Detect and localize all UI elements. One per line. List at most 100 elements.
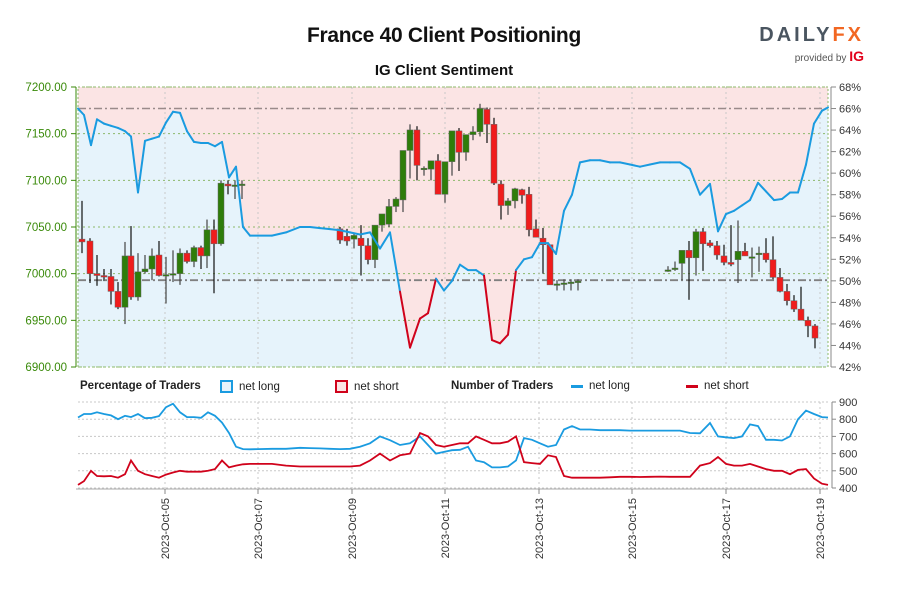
bull-candle (692, 231, 700, 259)
bull-candle (441, 161, 449, 195)
bull-candle (190, 247, 198, 262)
sentiment-line-segment (309, 226, 321, 230)
traders-axis-label: 900 (839, 397, 857, 409)
sentiment-line-segment (409, 317, 421, 349)
legend-num-long: net long (571, 380, 630, 392)
sentiment-line-segment (228, 165, 237, 179)
sentiment-line-segment (709, 182, 719, 233)
logo-brand-fx: FX (832, 24, 864, 46)
sentiment-line-segment (186, 130, 195, 143)
net-long-swatch-icon (220, 380, 233, 393)
logo-ig: IG (849, 48, 864, 64)
sentiment-line-segment (96, 118, 105, 125)
bear-candle (413, 129, 421, 166)
sentiment-line-segment (359, 231, 371, 236)
dailyfx-logo: DAILYFX provided by IG (759, 24, 864, 64)
sentiment-line-segment (271, 231, 287, 237)
sentiment-line-segment (172, 110, 181, 114)
traders-axis-label: 600 (839, 449, 857, 461)
sentiment-line-segment (144, 137, 153, 142)
plot-border (77, 86, 829, 368)
bear-candle (546, 244, 554, 286)
right-axis-label: 60% (839, 168, 861, 180)
bull-candle (134, 271, 142, 298)
bull-candle (406, 129, 414, 151)
right-axis-label: 56% (839, 211, 861, 223)
legend-percentage: Percentage of Traders (80, 380, 201, 392)
bear-candle (804, 320, 812, 327)
sentiment-line-segment (733, 204, 743, 212)
bull-candle (504, 200, 512, 206)
sentiment-line-segment (151, 135, 160, 140)
sentiment-line-segment (339, 229, 351, 234)
sentiment-line-segment (749, 181, 759, 202)
sentiment-line-segment (427, 277, 437, 315)
x-axis-date-label: 2023-Oct-13 (534, 498, 546, 559)
sentiment-line-segment (483, 274, 493, 342)
x-axis-date-label: 2023-Oct-15 (627, 498, 639, 559)
bear-candle (107, 276, 115, 292)
sentiment-line-segment (459, 263, 469, 272)
right-axis-label: 44% (839, 340, 861, 352)
right-axis-label: 58% (839, 190, 861, 202)
sentiment-line-segment (797, 163, 807, 194)
sentiment-line-segment (117, 126, 126, 133)
sentiment-line-segment (725, 209, 735, 216)
sentiment-line-segment (369, 231, 381, 250)
sentiment-line-segment (531, 242, 541, 259)
bull-candle (511, 188, 519, 202)
x-axis-date-label: 2023-Oct-09 (347, 498, 359, 559)
logo-brand-daily: DAILY (759, 24, 833, 46)
bear-candle (497, 183, 505, 206)
logo-provided-text: provided by (794, 53, 850, 64)
bear-candle (434, 160, 442, 195)
bull-candle (678, 250, 686, 264)
sentiment-line-segment (515, 258, 525, 272)
sentiment-line-segment (285, 226, 301, 234)
sentiment-line-segment (639, 163, 651, 168)
sentiment-line-segment (242, 226, 251, 237)
sentiment-line-segment (741, 199, 751, 207)
sentiment-line-segment (110, 124, 119, 129)
bear-candle (776, 277, 784, 292)
bull-candle (121, 255, 129, 308)
sentiment-line-segment (83, 114, 92, 147)
sentiment-line-segment (805, 122, 815, 166)
bear-candle (518, 189, 526, 196)
bull-candle (664, 269, 672, 272)
bear-candle (93, 273, 101, 276)
legend-pct-long-label: net long (239, 380, 280, 393)
chart-title: France 40 Client Positioning (307, 24, 581, 47)
legend-number: Number of Traders (451, 380, 553, 392)
bull-candle (469, 131, 477, 135)
bear-candle (525, 194, 533, 231)
legend-num-short-label: net short (704, 380, 749, 392)
left-axis-label: 7000.00 (25, 269, 67, 281)
x-axis-date-label: 2023-Oct-19 (815, 498, 827, 559)
bull-candle (392, 198, 400, 207)
sentiment-line-segment (523, 256, 533, 261)
right-axis-label: 68% (839, 82, 861, 94)
sentiment-line-segment (349, 231, 361, 236)
sentiment-line-segment (235, 165, 244, 228)
bull-candle (553, 283, 561, 286)
right-axis-label: 62% (839, 147, 861, 159)
traders-axis-label: 500 (839, 466, 857, 478)
bear-candle (155, 254, 163, 276)
bear-candle (100, 275, 108, 278)
sentiment-line-segment (451, 263, 461, 282)
left-axis-label: 7050.00 (25, 222, 67, 234)
sentiment-line-segment (319, 227, 331, 231)
traders-net-long-line (77, 402, 829, 469)
right-axis-label: 64% (839, 125, 861, 137)
sentiment-line-segment (717, 213, 727, 233)
right-axis-label: 66% (839, 104, 861, 116)
bull-candle (671, 267, 679, 270)
sentiment-line-segment (563, 193, 573, 212)
bull-candle (734, 251, 742, 260)
bear-candle (790, 300, 798, 310)
legend-pct-long: net long (220, 380, 280, 393)
left-axis-label: 6950.00 (25, 315, 67, 327)
sentiment-line-segment (475, 269, 485, 277)
